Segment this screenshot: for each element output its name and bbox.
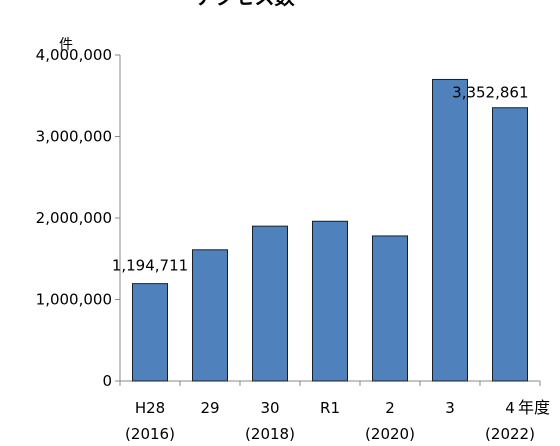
x-tick-sublabel: (2018) xyxy=(245,425,295,443)
bar xyxy=(432,78,468,382)
x-tick-label: 4 xyxy=(505,399,515,417)
bar xyxy=(192,249,228,382)
x-tick-label: H28 xyxy=(135,399,165,417)
x-axis-unit: 年度 xyxy=(518,398,550,417)
x-tick-label: 29 xyxy=(200,399,219,417)
x-tick-label: R1 xyxy=(320,399,340,417)
x-tick-sublabel: (2020) xyxy=(365,425,415,443)
bar xyxy=(132,283,168,382)
x-tick-label: 30 xyxy=(260,399,279,417)
y-tick-label: 3,000,000 xyxy=(36,128,112,146)
plot-area: 0 1,000,000 2,000,000 3,000,000 4,000,000 H28… xyxy=(36,46,541,443)
x-tick-label: 2 xyxy=(385,399,395,417)
y-tick-label: 2,000,000 xyxy=(36,209,112,227)
x-tick-sublabel: (2016) xyxy=(125,425,175,443)
bar xyxy=(372,235,408,382)
bar xyxy=(312,220,348,382)
bar xyxy=(252,225,288,382)
data-label: 1,194,711 xyxy=(112,257,188,275)
chart-title: アクセス数 xyxy=(196,0,296,9)
y-tick-label: 0 xyxy=(102,372,112,390)
y-tick-label: 1,000,000 xyxy=(36,291,112,309)
data-label: 3,352,861 xyxy=(452,84,528,102)
y-tick-label: 4,000,000 xyxy=(36,46,112,64)
bar xyxy=(492,107,528,382)
x-tick-label: 3 xyxy=(445,399,455,417)
x-tick-sublabel: (2022) xyxy=(485,425,535,443)
y-axis-unit: 件 xyxy=(59,37,73,53)
